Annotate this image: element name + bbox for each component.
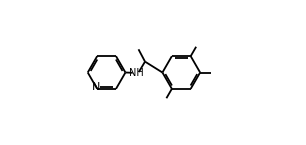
Text: NH: NH <box>129 68 144 78</box>
Text: N: N <box>92 82 100 92</box>
